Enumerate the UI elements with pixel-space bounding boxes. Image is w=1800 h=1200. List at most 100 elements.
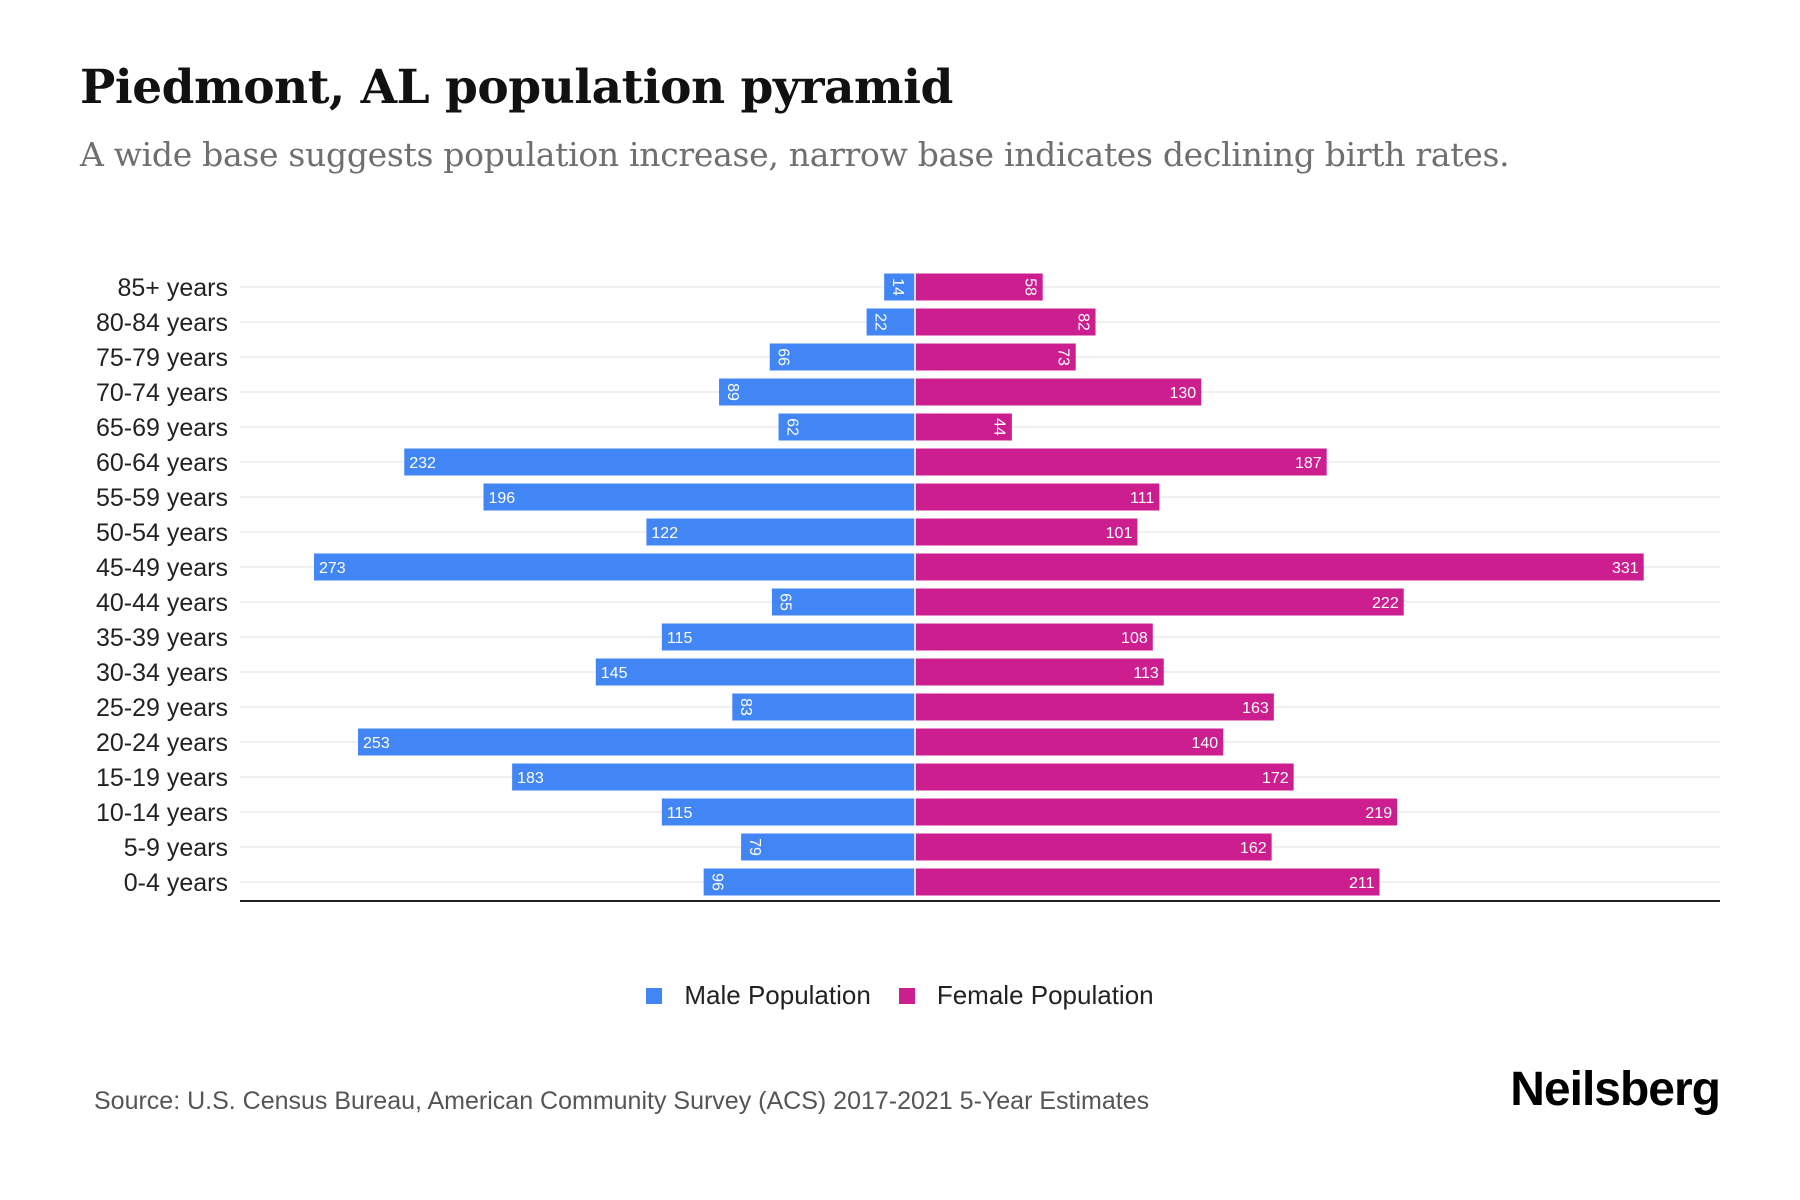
- male-bar[interactable]: [661, 798, 915, 826]
- male-bar[interactable]: [719, 378, 915, 406]
- male-value-label: 273: [319, 560, 346, 577]
- male-value-label: 115: [667, 630, 693, 647]
- female-bar[interactable]: [915, 693, 1274, 721]
- male-value-label: 232: [409, 455, 436, 472]
- female-bar[interactable]: [915, 343, 1076, 371]
- female-bar[interactable]: [915, 413, 1012, 441]
- male-value-label: 253: [363, 735, 390, 752]
- female-bar[interactable]: [915, 448, 1327, 476]
- female-bar[interactable]: [915, 658, 1164, 686]
- legend-swatch-male: [646, 987, 663, 1004]
- male-value-label: 66: [774, 348, 791, 366]
- y-tick-label: 25-29 years: [96, 694, 228, 722]
- female-bar[interactable]: [915, 728, 1224, 756]
- y-tick-label: 65-69 years: [96, 414, 228, 442]
- female-bar[interactable]: [915, 553, 1644, 581]
- female-bar[interactable]: [915, 308, 1096, 336]
- female-bar[interactable]: [915, 868, 1380, 896]
- chart-legend: Male Population Female Population: [0, 980, 1800, 1011]
- female-bar[interactable]: [915, 833, 1272, 861]
- y-tick-label: 55-59 years: [96, 484, 228, 512]
- male-bar[interactable]: [741, 833, 915, 861]
- female-value-label: 219: [1365, 805, 1392, 822]
- female-bar[interactable]: [915, 378, 1202, 406]
- y-tick-label: 20-24 years: [96, 729, 228, 757]
- female-value-label: 331: [1612, 560, 1639, 577]
- male-bar[interactable]: [732, 693, 915, 721]
- male-value-label: 196: [489, 490, 516, 507]
- female-value-label: 172: [1262, 770, 1289, 787]
- legend-item-male[interactable]: Male Population: [646, 980, 871, 1011]
- chart-subtitle: A wide base suggests population increase…: [80, 135, 1510, 174]
- female-bar[interactable]: [915, 798, 1398, 826]
- female-bar[interactable]: [915, 273, 1043, 301]
- male-value-label: 62: [783, 418, 800, 436]
- male-bar[interactable]: [884, 273, 915, 301]
- y-tick-label: 30-34 years: [96, 659, 228, 687]
- female-bar[interactable]: [915, 588, 1404, 616]
- y-tick-label: 5-9 years: [124, 834, 228, 862]
- female-value-label: 187: [1295, 455, 1322, 472]
- y-tick-label: 70-74 years: [96, 379, 228, 407]
- male-value-label: 89: [724, 383, 741, 401]
- y-tick-label: 85+ years: [118, 274, 229, 302]
- female-value-label: 44: [991, 418, 1008, 436]
- y-tick-label: 15-19 years: [96, 764, 228, 792]
- male-value-label: 22: [871, 313, 888, 331]
- legend-swatch-female: [898, 987, 915, 1004]
- female-value-label: 211: [1349, 875, 1375, 892]
- legend-item-female[interactable]: Female Population: [898, 980, 1154, 1011]
- female-value-label: 222: [1372, 595, 1399, 612]
- source-note: Source: U.S. Census Bureau, American Com…: [94, 1087, 1150, 1115]
- male-value-label: 145: [601, 665, 628, 682]
- female-value-label: 111: [1130, 490, 1154, 507]
- male-bar[interactable]: [358, 728, 915, 756]
- male-bar[interactable]: [703, 868, 915, 896]
- male-value-label: 79: [746, 838, 763, 856]
- brand-logo[interactable]: Neilsberg: [1510, 1063, 1721, 1116]
- male-bar[interactable]: [483, 483, 915, 511]
- female-value-label: 162: [1240, 840, 1267, 857]
- female-value-label: 58: [1021, 278, 1038, 296]
- male-value-label: 96: [708, 873, 725, 891]
- male-value-label: 122: [651, 525, 678, 542]
- female-value-label: 101: [1106, 525, 1133, 542]
- chart-title: Piedmont, AL population pyramid: [80, 60, 953, 115]
- male-bar[interactable]: [771, 588, 915, 616]
- y-tick-label: 0-4 years: [124, 869, 228, 897]
- male-bar[interactable]: [866, 308, 915, 336]
- male-value-label: 115: [667, 805, 693, 822]
- y-tick-label: 45-49 years: [96, 554, 228, 582]
- male-bar[interactable]: [769, 343, 915, 371]
- male-value-label: 65: [777, 593, 794, 611]
- male-bar[interactable]: [404, 448, 915, 476]
- female-bar[interactable]: [915, 518, 1138, 546]
- female-bar[interactable]: [915, 763, 1294, 791]
- female-value-label: 113: [1133, 665, 1159, 682]
- y-tick-label: 80-84 years: [96, 309, 228, 337]
- y-tick-label: 75-79 years: [96, 344, 228, 372]
- male-value-label: 14: [889, 278, 906, 296]
- y-tick-label: 10-14 years: [96, 799, 228, 827]
- male-bar[interactable]: [314, 553, 915, 581]
- y-tick-label: 60-64 years: [96, 449, 228, 477]
- female-value-label: 140: [1192, 735, 1219, 752]
- male-bar[interactable]: [778, 413, 915, 441]
- male-value-label: 183: [517, 770, 544, 787]
- male-bar[interactable]: [512, 763, 915, 791]
- y-tick-label: 40-44 years: [96, 589, 228, 617]
- y-tick-label: 50-54 years: [96, 519, 228, 547]
- female-value-label: 108: [1121, 630, 1148, 647]
- male-bar[interactable]: [661, 623, 915, 651]
- female-bar[interactable]: [915, 623, 1153, 651]
- male-bar[interactable]: [646, 518, 915, 546]
- legend-label-female: Female Population: [936, 980, 1154, 1010]
- female-bar[interactable]: [915, 483, 1160, 511]
- male-value-label: 83: [737, 698, 754, 716]
- female-value-label: 73: [1054, 348, 1071, 366]
- female-value-label: 163: [1242, 700, 1269, 717]
- male-bar[interactable]: [595, 658, 915, 686]
- female-value-label: 130: [1169, 385, 1196, 402]
- y-tick-label: 35-39 years: [96, 624, 228, 652]
